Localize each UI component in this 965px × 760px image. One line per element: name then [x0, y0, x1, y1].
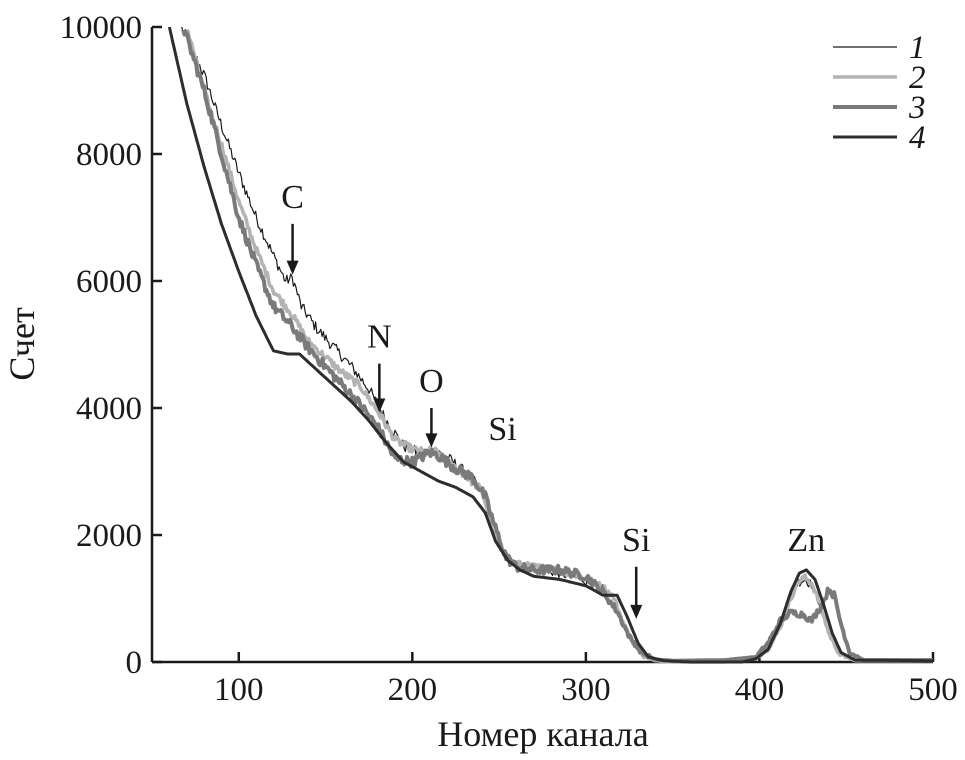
y-tick-label: 10000	[60, 10, 143, 46]
annotation-arrow-head	[286, 260, 299, 275]
annotation-label: O	[419, 363, 444, 400]
y-tick-label: 6000	[76, 264, 142, 300]
x-axis-title: Номер канала	[437, 714, 649, 754]
y-tick-label: 2000	[76, 518, 142, 554]
annotation-label: C	[281, 179, 304, 216]
axes: 0 2000 4000 6000 8000 10000 100 200 300 400 500	[60, 10, 958, 708]
annotation-label: Si	[488, 411, 516, 448]
y-tick-label: 0	[126, 645, 143, 681]
series-4-line	[167, 27, 933, 664]
series-3-line	[181, 29, 933, 663]
annotation-arrow-head	[373, 398, 386, 413]
x-tick-label: 200	[388, 672, 438, 708]
legend-label-1: 1	[909, 30, 926, 66]
annotation-arrow-head	[630, 604, 643, 619]
y-tick-label: 8000	[76, 137, 142, 173]
x-tick-label: 300	[561, 672, 611, 708]
annotation-label: Si	[622, 522, 650, 559]
series-layer	[167, 27, 933, 664]
annotation-label: Zn	[787, 522, 825, 559]
legend-label-2: 2	[909, 60, 926, 96]
annotations: C NO Si Si Zn	[281, 179, 825, 619]
legend-label-4: 4	[909, 120, 926, 156]
annotation-label: N	[367, 319, 392, 356]
y-tick-label: 4000	[76, 391, 142, 427]
x-tick-label: 100	[214, 672, 264, 708]
y-axis-title: Счет	[2, 307, 42, 381]
legend-label-3: 3	[908, 90, 926, 126]
x-tick-label: 400	[735, 672, 785, 708]
x-tick-label: 500	[908, 672, 958, 708]
annotation-arrow-head	[425, 433, 438, 448]
